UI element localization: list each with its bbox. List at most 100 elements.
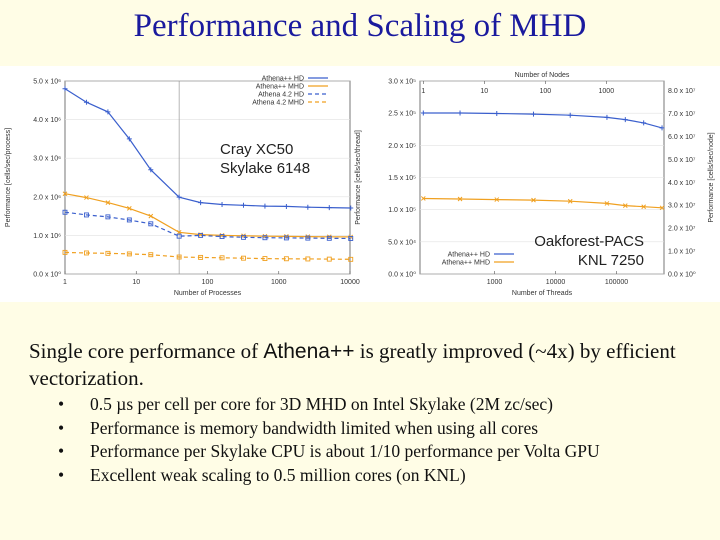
legend-label: Athena++ MHD [442,260,490,267]
legend-label: Athena++ HD [262,76,304,83]
bullet-item: Excellent weak scaling to 0.5 million co… [58,464,600,488]
data-point [305,204,311,210]
paragraph-suffix: is greatly improved (~4x) by efficient v… [29,339,676,390]
chart-annotation: Skylake 6148 [220,160,310,177]
data-point [176,194,182,200]
y-tick-label: 4.0 x 10⁶ [33,117,61,124]
data-point [457,110,463,116]
data-point [531,197,536,203]
data-point [176,229,182,235]
y-tick-label: 1.5 x 10⁵ [388,175,416,182]
y2-tick-label: 7.0 x 10⁷ [668,111,696,118]
data-point [567,112,573,118]
x-tick-label: 100 [202,279,214,286]
data-point [176,233,182,239]
data-point [326,205,332,211]
data-point [241,234,246,240]
data-point [198,254,204,260]
data-point [262,203,268,209]
data-point [83,99,89,105]
data-point [83,212,89,218]
legend-label: Athena 4.2 MHD [252,100,304,107]
data-point [84,195,89,200]
y-tick-label: 3.0 x 10⁶ [33,156,61,163]
x-tick-label: 100000 [605,279,628,286]
data-point [176,254,182,260]
chart-annotation: KNL 7250 [578,252,644,269]
data-point [283,256,289,262]
data-point [420,110,426,116]
summary-paragraph: Single core performance of Athena++ is g… [29,338,699,392]
y2-tick-label: 2.0 x 10⁷ [668,226,696,233]
y-tick-label: 0.0 x 10⁰ [33,271,61,279]
x-tick-label: 1 [63,279,67,286]
chart-annotation: Oakforest-PACS [534,233,644,250]
x2-tick-label: 10 [480,88,488,95]
data-point [105,109,111,115]
y-tick-label: 2.0 x 10⁵ [388,143,416,150]
data-point [198,232,204,238]
data-point [604,201,610,206]
paragraph-code: Athena++ [263,340,355,363]
data-point [148,221,154,227]
bullet-list: 0.5 µs per cell per core for 3D MHD on I… [58,393,600,487]
y2-tick-label: 1.0 x 10⁷ [668,249,696,256]
y-tick-label: 1.0 x 10⁶ [33,233,61,240]
y-tick-label: 0.0 x 10⁰ [388,271,416,279]
legend-label: Athena 4.2 HD [258,92,304,99]
series-line [64,251,351,260]
y-tick-label: 1.0 x 10⁵ [388,207,416,214]
data-point [62,191,68,197]
y-axis-label: Performance [cells/sec/process] [5,128,12,227]
data-point [326,256,332,262]
data-point [262,256,268,262]
data-point [283,235,289,241]
data-point [148,213,154,219]
data-point [348,205,354,211]
data-point [622,203,628,208]
series-line [64,211,351,240]
data-point [348,236,354,241]
data-point [126,251,132,257]
y-axis-label: Performance [cells/sec/thread] [355,130,362,225]
legend-label: Athena++ HD [448,252,490,259]
chart-annotation: Cray XC50 [220,141,293,158]
data-point [198,200,204,206]
data-point [283,203,289,209]
data-point [126,136,132,142]
y-tick-label: 5.0 x 10⁶ [33,79,61,86]
data-point [148,252,154,258]
x2-axis-label: Number of Nodes [515,72,570,79]
x-tick-label: 10000 [340,279,360,286]
bullet-item: Performance is memory bandwidth limited … [58,417,600,441]
data-point [659,205,665,211]
data-point [83,250,89,256]
y-tick-label: 2.0 x 10⁶ [33,194,61,201]
y2-tick-label: 4.0 x 10⁷ [668,180,696,187]
x-tick-label: 10 [132,279,140,286]
x-axis-label: Number of Processes [174,290,242,297]
data-point [262,235,268,241]
data-point [494,111,500,117]
y-tick-label: 5.0 x 10⁴ [388,239,416,246]
x-axis-label: Number of Threads [512,290,573,297]
data-point [305,235,311,241]
legend-label: Athena++ MHD [256,84,304,91]
x-tick-label: 1000 [487,279,503,286]
data-point [567,198,573,204]
y2-tick-label: 5.0 x 10⁷ [668,157,696,164]
data-point [148,167,154,173]
y2-tick-label: 3.0 x 10⁷ [668,203,696,210]
data-point [420,196,426,201]
data-point [326,235,332,241]
scaling-charts: 0.0 x 10⁰ 1.0 x 10⁶ 2.0 x 10⁶ 3.0 x 10⁶ 4.0 … [5,72,715,297]
x2-tick-label: 100 [539,88,551,95]
x2-tick-label: 1 [421,88,425,95]
data-point [62,86,68,92]
data-point [105,250,111,256]
series-line [64,193,351,238]
data-point [241,255,246,261]
bullet-item: Performance per Skylake CPU is about 1/1… [58,440,600,464]
data-point [622,117,628,123]
slide-title: Performance and Scaling of MHD [133,8,587,44]
